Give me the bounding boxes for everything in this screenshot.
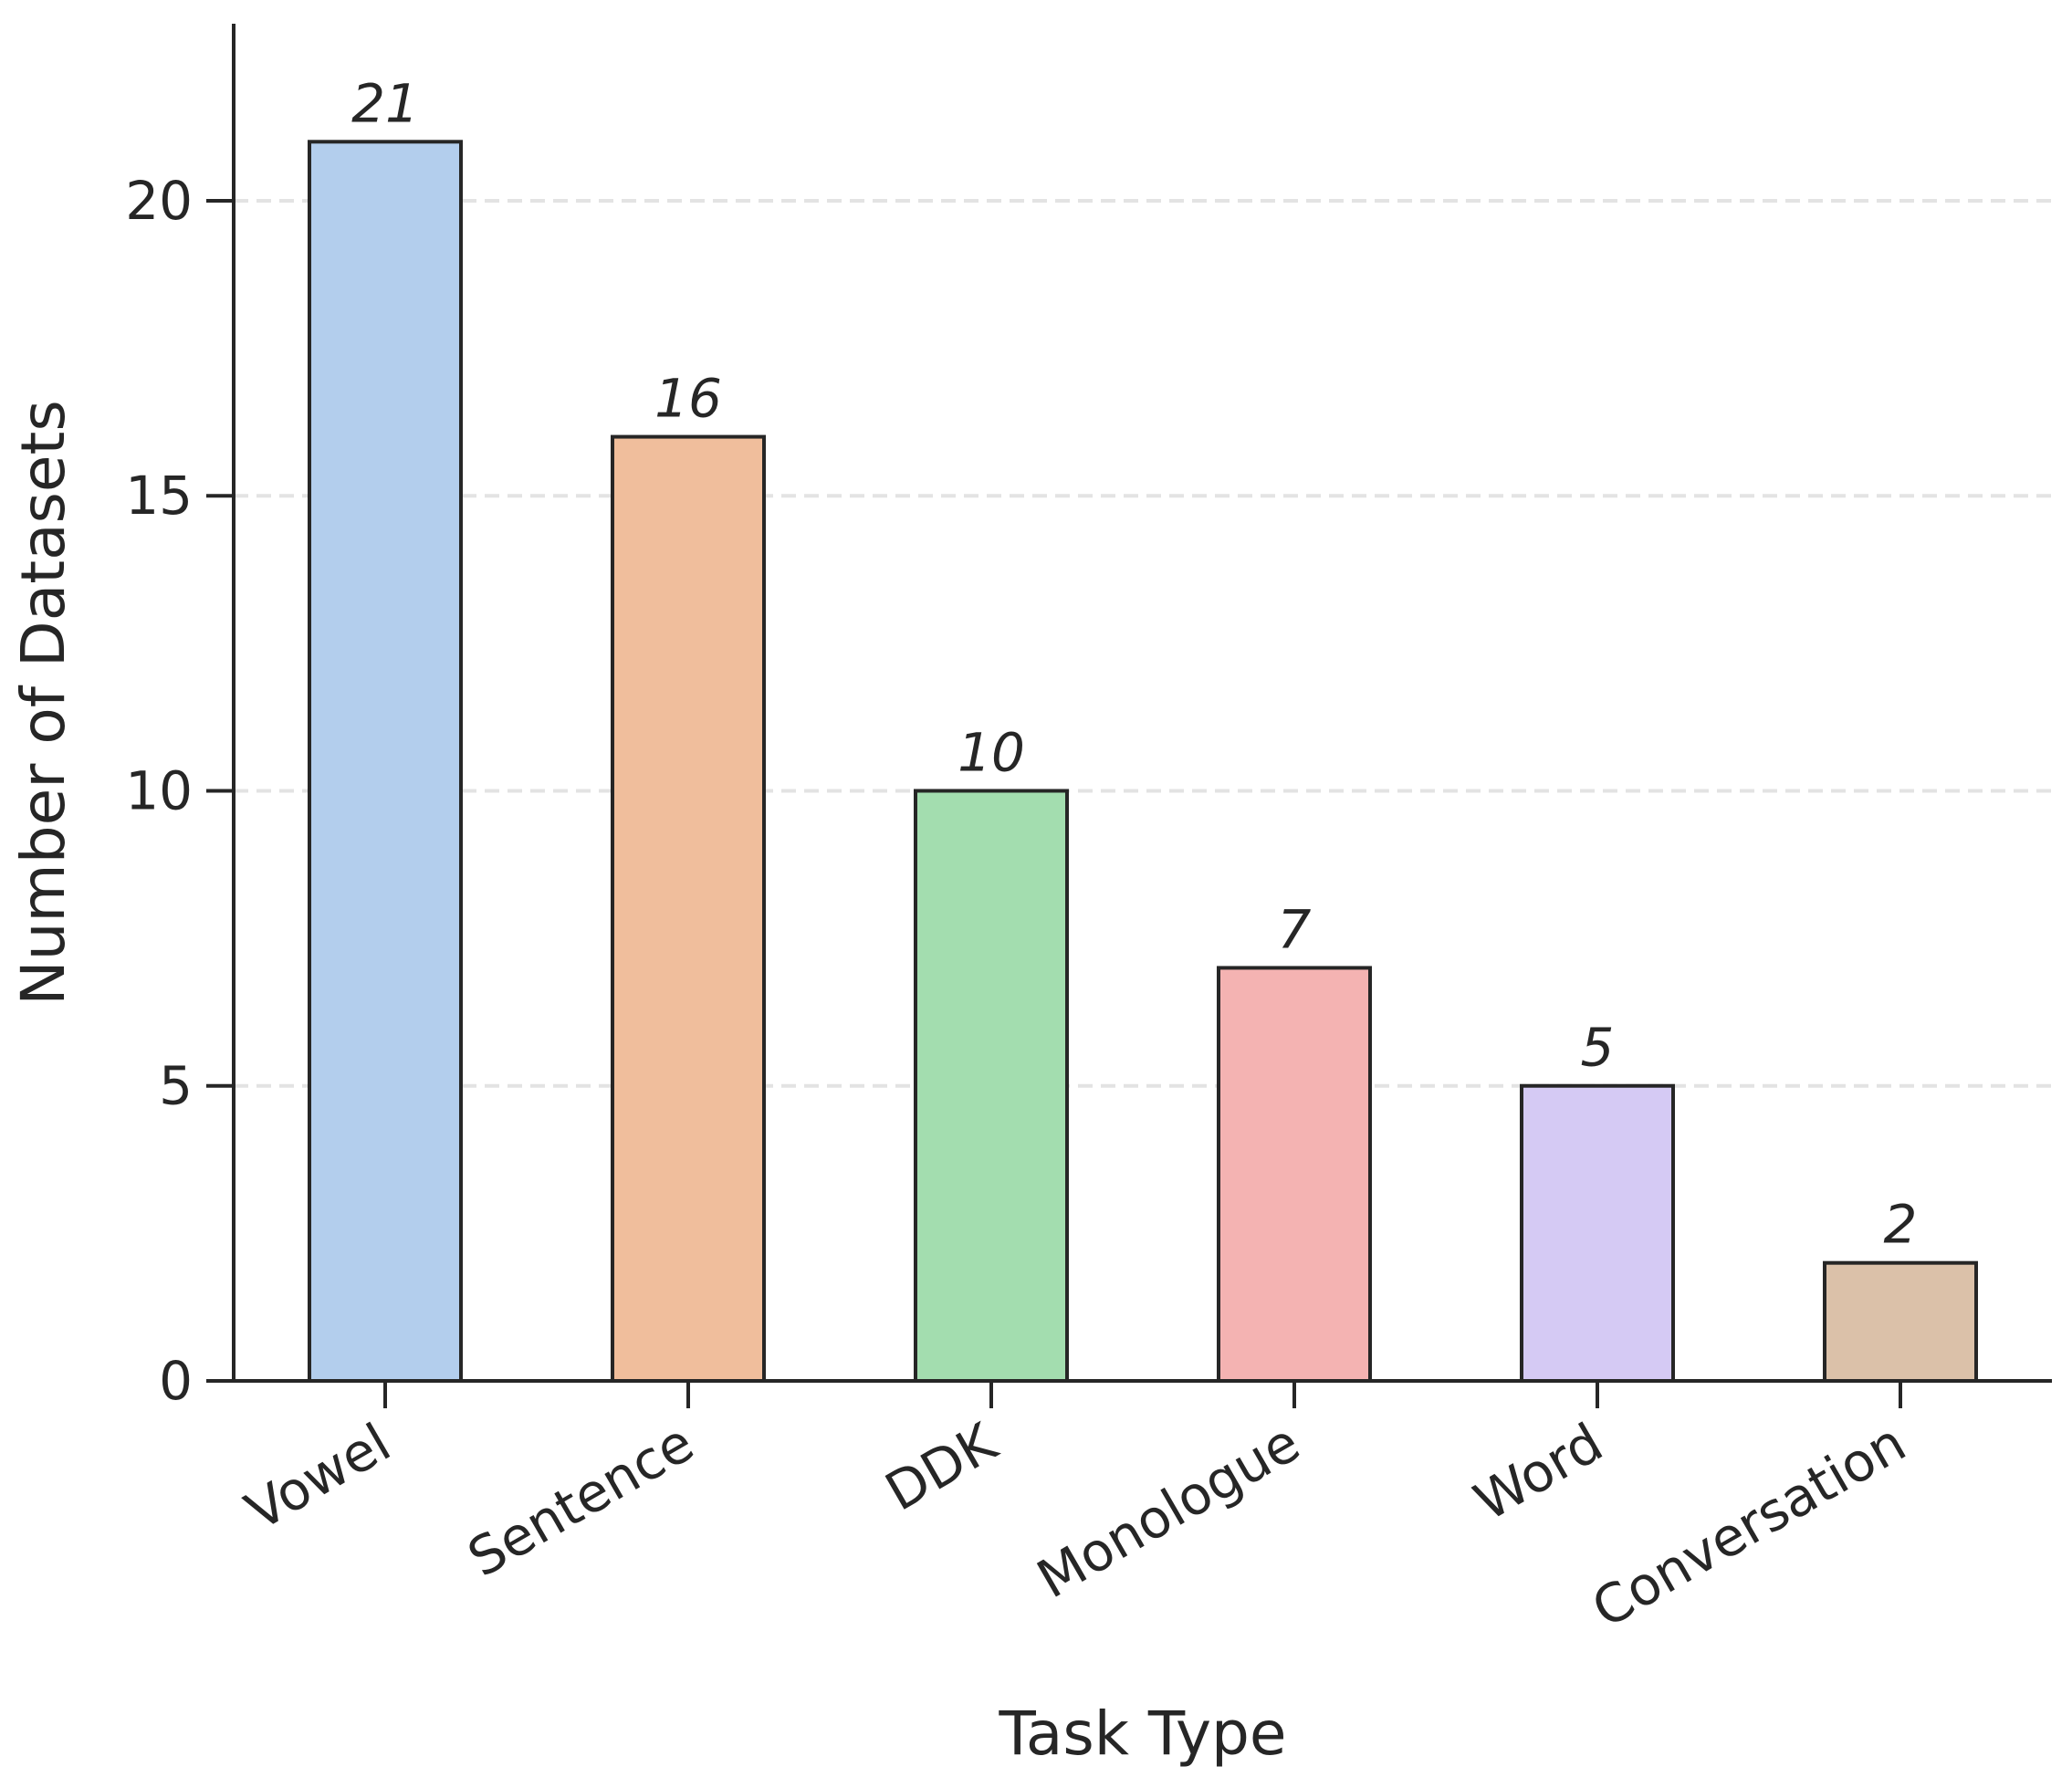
- bar-vowel: [308, 140, 463, 1384]
- y-tick-label: 20: [125, 170, 193, 232]
- x-tick-label: Conversation: [1582, 1411, 1916, 1640]
- data-label: 5: [1581, 1017, 1615, 1079]
- data-label: 16: [654, 368, 722, 430]
- bar-sentence: [611, 434, 766, 1384]
- x-tick-label: Vowel: [235, 1411, 401, 1542]
- data-label: 7: [1278, 898, 1312, 960]
- gridlines: [234, 198, 2052, 1088]
- bar-conversation: [1823, 1260, 1978, 1384]
- data-label: 21: [351, 72, 419, 134]
- x-tick-label: Monologue: [1027, 1411, 1310, 1610]
- y-axis-label: Number of Datasets: [8, 400, 78, 1006]
- x-axis-label: Task Type: [998, 1699, 1286, 1769]
- data-label: 2: [1884, 1194, 1918, 1256]
- x-tick-label: Word: [1464, 1411, 1613, 1532]
- y-tick-label: 10: [125, 759, 193, 821]
- bars: 21 16 10 7 5 2: [308, 72, 1978, 1384]
- x-tick-label: DDK: [875, 1410, 1009, 1523]
- x-tick-label: Sentence: [457, 1411, 704, 1589]
- bar-word: [1520, 1083, 1675, 1383]
- bar-ddk: [914, 789, 1069, 1383]
- y-tick-label: 0: [159, 1350, 193, 1412]
- y-tick-label: 5: [159, 1055, 193, 1117]
- bar-monologue: [1217, 966, 1372, 1384]
- y-tick-label: 15: [125, 465, 193, 527]
- data-label: 10: [958, 721, 1025, 783]
